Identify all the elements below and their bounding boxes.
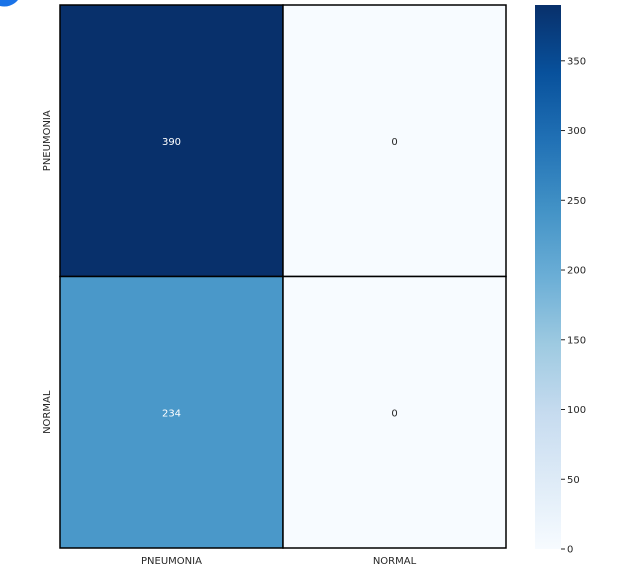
cell-value-label: 390 (162, 137, 181, 148)
heatmap-cells (59, 4, 507, 549)
corner-artifact (0, 0, 18, 7)
y-tick-label: NORMAL (42, 390, 53, 434)
heatmap-cell (59, 4, 284, 278)
heatmap-cell (59, 275, 284, 549)
colorbar-tick-label: 200 (567, 266, 586, 277)
cell-value-label: 234 (162, 408, 181, 419)
heatmap-cell (282, 4, 507, 278)
x-axis-ticks: PNEUMONIA NORMAL (141, 556, 417, 567)
colorbar-tick-label: 250 (567, 196, 586, 207)
x-tick-label: NORMAL (373, 556, 417, 567)
colorbar-tick-label: 350 (567, 56, 586, 67)
colorbar-tick-label: 100 (567, 405, 586, 416)
colorbar-tick-label: 300 (567, 126, 586, 137)
colorbar-tick-label: 50 (567, 475, 580, 486)
y-axis-ticks: PNEUMONIA NORMAL (42, 110, 53, 434)
cell-value-label: 0 (391, 408, 397, 419)
colorbar-ticks: 0 50 100 150 200 250 300 350 (561, 56, 586, 556)
colorbar (535, 5, 561, 549)
colorbar-tick-label: 150 (567, 335, 586, 346)
x-tick-label: PNEUMONIA (141, 556, 202, 567)
heatmap-cell-labels: 390 0 234 0 (162, 137, 398, 420)
heatmap-cell (282, 275, 507, 549)
y-tick-label: PNEUMONIA (42, 110, 53, 171)
colorbar-tick-label: 0 (567, 545, 573, 556)
cell-value-label: 0 (391, 137, 397, 148)
